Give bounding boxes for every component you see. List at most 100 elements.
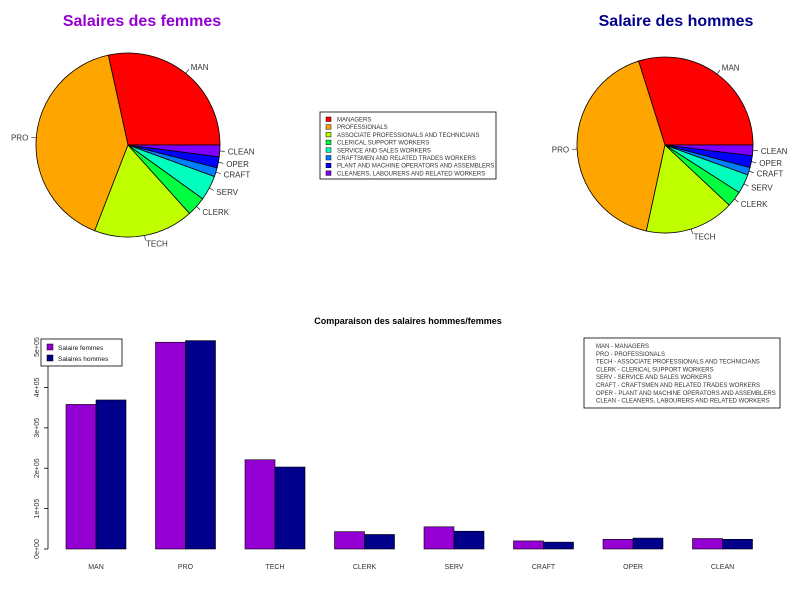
male-pie: MAN PRO TECH CLERK SERV CRAFT OPER CLEAN [552, 56, 788, 242]
category-legend-swatch [325, 116, 332, 122]
category-legend-entry: SERVICE AND SALES WORKERS [337, 148, 431, 154]
y-tick-label: 3e+05 [34, 418, 41, 438]
female-label-tick [218, 162, 224, 164]
bar-legend-box [40, 338, 123, 367]
y-tick-label: 1e+05 [34, 499, 41, 519]
y-tick-label: 0e+00 [34, 539, 41, 559]
male-label-tick [690, 228, 693, 234]
male-bar-man [95, 399, 127, 550]
male-pie-title: Salaire des hommes [599, 13, 754, 30]
x-category-label: PRO [178, 564, 194, 571]
male-label-tick [751, 161, 757, 163]
bar-legend-swatch [46, 343, 54, 351]
male-slice-label: CRAFT [757, 170, 784, 179]
category-legend-swatch [325, 170, 332, 176]
female-label-tick [209, 187, 214, 191]
abbrev-legend-entry: TECH - ASSOCIATE PROFESSIONALS AND TECHN… [596, 360, 760, 366]
category-legend-swatch [325, 162, 332, 168]
female-slice-man [107, 52, 221, 146]
female-bar-craft [513, 540, 544, 550]
abbrev-legend-entry: OPER - PLANT AND MACHINE OPERATORS AND A… [596, 391, 776, 397]
category-legend-swatch [325, 132, 332, 138]
male-bar-clerk [364, 534, 395, 550]
female-slice-label: OPER [226, 160, 249, 169]
category-legend-swatch [325, 155, 332, 161]
male-bar-clean [722, 539, 753, 550]
x-category-label: TECH [265, 564, 284, 571]
female-slice-label: MAN [191, 63, 209, 72]
category-legend-swatch [325, 147, 332, 153]
x-category-label: CRAFT [532, 564, 556, 571]
category-legend-entry: MANAGERS [337, 118, 371, 124]
abbrev-legend-box [583, 337, 781, 409]
category-legend-swatch [325, 124, 332, 130]
bar-legend-entry: Salaires hommes [58, 356, 109, 363]
bar-legend-entry: Salaire femmes [58, 345, 104, 352]
abbrev-legend-entry: CLEAN - CLEANERS, LABOURERS AND RELATED … [596, 399, 770, 405]
x-category-label: MAN [88, 564, 104, 571]
male-label-tick [734, 198, 739, 203]
female-label-tick [215, 171, 221, 174]
female-slice-label: CLEAN [228, 148, 255, 157]
male-bar-craft [543, 541, 574, 550]
x-category-label: CLEAN [711, 564, 734, 571]
female-bar-serv [423, 526, 455, 550]
male-bar-oper [632, 537, 664, 550]
male-slice-label: MAN [722, 64, 740, 73]
male-slice-label: SERV [751, 183, 773, 192]
category-legend-entry: CLERICAL SUPPORT WORKERS [337, 141, 429, 147]
x-category-label: OPER [623, 564, 643, 571]
male-label-tick [716, 69, 721, 75]
female-label-tick [185, 69, 190, 74]
bar-chart-title: Comparaison des salaires hommes/femmes [314, 316, 502, 326]
abbrev-legend-entry: PRO - PROFESSIONALS [596, 352, 665, 358]
female-bar-oper [602, 539, 634, 550]
y-tick-label: 5e+05 [34, 337, 41, 357]
y-tick-label: 2e+05 [34, 458, 41, 478]
female-bar-tech [244, 459, 276, 550]
female-label-tick [144, 235, 146, 241]
male-slice-label: PRO [552, 145, 569, 154]
x-category-label: SERV [445, 564, 464, 571]
female-pie: MAN PRO TECH CLERK SERV CRAFT OPER CLEAN [11, 52, 255, 248]
category-legend-swatch [325, 139, 332, 145]
male-label-tick [748, 170, 754, 173]
female-bar-clean [692, 538, 723, 550]
female-slice-label: SERV [216, 188, 238, 197]
female-slice-label: PRO [11, 133, 28, 142]
abbrev-legend-entry: SERV - SERVICE AND SALES WORKERS [596, 375, 711, 381]
female-label-tick [196, 206, 201, 210]
abbrev-legend-entry: CLERK - CLERICAL SUPPORT WORKERS [596, 367, 714, 373]
bar-chart: 0e+00 1e+05 2e+05 3e+05 4e+05 5e+05 MAN PRO TECH… [34, 337, 753, 571]
category-legend-entry: ASSOCIATE PROFESSIONALS AND TECHNICIANS [337, 133, 479, 139]
abbreviation-legend: MAN - MANAGERS PRO - PROFESSIONALS TECH - … [583, 337, 781, 409]
male-bar-serv [453, 530, 485, 550]
male-slice-label: OPER [759, 159, 782, 168]
bar-legend-swatch [46, 354, 54, 362]
female-bar-clerk [334, 531, 365, 550]
female-slice-label: CRAFT [224, 171, 251, 180]
category-legend-entry: CLEANERS, LABOURERS AND RELATED WORKERS [337, 171, 485, 177]
male-bar-pro [185, 340, 216, 550]
male-bar-tech [274, 466, 306, 550]
female-slice-label: CLERK [202, 208, 229, 217]
category-legend-entry: PLANT AND MACHINE OPERATORS AND ASSEMBLE… [337, 164, 494, 170]
category-legend-entry: CRAFTSMEN AND RELATED TRADES WORKERS [337, 156, 476, 162]
male-label-tick [743, 183, 749, 187]
bar-series-legend: Salaire femmes Salaires hommes [40, 338, 123, 367]
y-tick-label: 4e+05 [34, 378, 41, 398]
female-slice-tech [94, 144, 191, 238]
female-bar-pro [155, 341, 186, 550]
x-category-label: CLERK [353, 564, 377, 571]
female-slice-label: TECH [146, 239, 168, 248]
abbrev-legend-entry: MAN - MANAGERS [596, 344, 649, 350]
female-pie-title: Salaires des femmes [63, 13, 221, 30]
category-legend-entry: PROFESSIONALS [337, 125, 388, 131]
male-slice-label: CLEAN [761, 147, 788, 156]
male-slice-label: CLERK [741, 200, 768, 209]
category-legend-box [319, 111, 497, 180]
female-bar-man [65, 404, 97, 550]
abbrev-legend-entry: CRAFT - CRAFTSMEN AND RELATED TRADES WOR… [596, 383, 760, 389]
